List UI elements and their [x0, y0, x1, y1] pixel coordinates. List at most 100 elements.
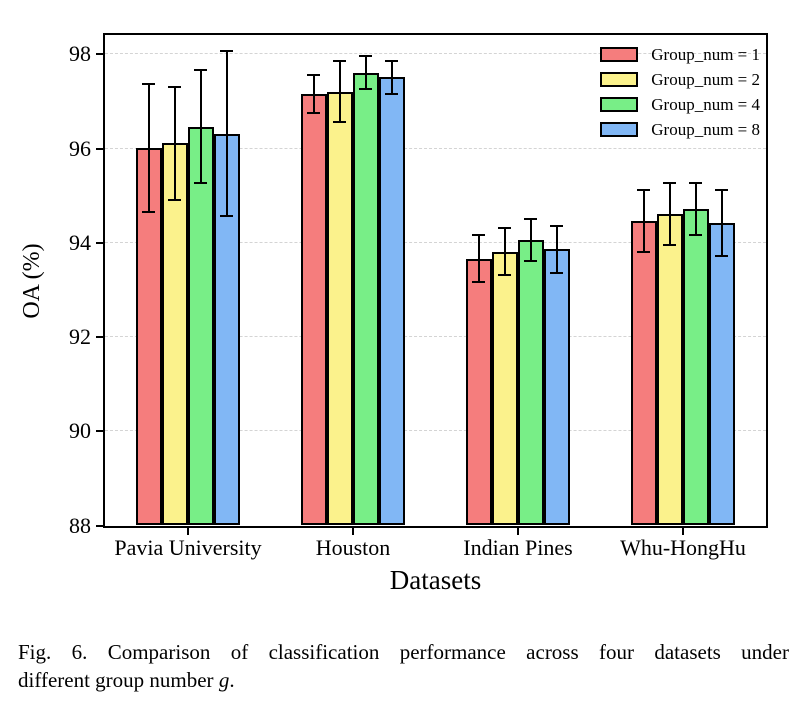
legend-item: Group_num = 1 [600, 42, 760, 67]
bar [378, 77, 405, 525]
error-bar-cap-top [385, 59, 398, 62]
bar [656, 214, 683, 525]
error-bar-cap-top [220, 50, 233, 53]
error-bar-line [147, 84, 150, 212]
gridline [105, 53, 766, 55]
bar [543, 249, 570, 525]
error-bar-cap-bottom [142, 210, 155, 213]
legend-item: Group_num = 4 [600, 92, 760, 117]
error-bar-cap-bottom [307, 111, 320, 114]
error-bar-cap-top [637, 189, 650, 192]
x-axis-title: Datasets [389, 565, 482, 595]
y-tick-label: 90 [69, 418, 91, 444]
error-bar-line [390, 60, 393, 94]
legend-label: Group_num = 8 [651, 120, 760, 139]
bar [491, 251, 518, 525]
error-bar-cap-top [194, 69, 207, 72]
y-tick-label: 88 [69, 512, 91, 538]
bar [187, 126, 214, 525]
legend-swatch [600, 47, 639, 62]
bar [326, 91, 353, 525]
error-bar-cap-bottom [220, 215, 233, 218]
y-axis-tick [96, 524, 103, 527]
legend: Group_num = 1 Group_num = 2 Group_num = 4 G… [600, 42, 760, 142]
error-bar-cap-top [498, 227, 511, 230]
bar [517, 239, 544, 525]
gridline [105, 147, 766, 149]
y-tick-label: 96 [69, 135, 91, 161]
error-bar-cap-top [168, 85, 181, 88]
error-bar-cap-bottom [333, 121, 346, 124]
error-bar-line [173, 86, 176, 200]
legend-label: Group_num = 2 [651, 70, 760, 89]
x-tick-label: Houston [315, 535, 391, 560]
error-bar-line [225, 51, 228, 217]
error-bar-line [503, 228, 506, 276]
y-axis-tick [96, 147, 103, 150]
error-bar-cap-top [333, 59, 346, 62]
error-bar-cap-bottom [385, 92, 398, 95]
error-bar-cap-top [524, 217, 537, 220]
error-bar-line [477, 235, 480, 283]
error-bar-cap-top [307, 74, 320, 77]
error-bar-cap-bottom [689, 234, 702, 237]
error-bar-cap-bottom [637, 250, 650, 253]
error-bar-line [694, 183, 697, 236]
bar [630, 221, 657, 525]
x-axis-tick [352, 528, 354, 535]
error-bar-line [668, 183, 671, 245]
gridline [105, 430, 766, 432]
caption-line-2: different group number g. [18, 667, 789, 695]
bar [300, 93, 327, 525]
y-axis-tick [96, 241, 103, 244]
error-bar-cap-top [689, 182, 702, 185]
y-axis-tick [96, 430, 103, 433]
caption-period: . [229, 667, 235, 692]
plot-area: Group_num = 1 Group_num = 2 Group_num = 4 G… [103, 33, 768, 528]
x-axis-tick [187, 528, 189, 535]
error-bar-cap-bottom [663, 243, 676, 246]
error-bar-cap-bottom [550, 271, 563, 274]
error-bar-line [529, 218, 532, 262]
error-bar-line [642, 190, 645, 252]
error-bar-cap-top [472, 234, 485, 237]
error-bar-line [338, 60, 341, 123]
y-tick-label: 98 [69, 41, 91, 67]
error-bar-cap-top [359, 55, 372, 58]
legend-item: Group_num = 8 [600, 117, 760, 142]
y-axis-tick [96, 336, 103, 339]
legend-swatch [600, 72, 639, 87]
error-bar-cap-top [550, 224, 563, 227]
error-bar-line [199, 70, 202, 184]
error-bar-line [364, 56, 367, 90]
caption-line-1: Fig. 6. Comparison of classification per… [18, 640, 789, 664]
bar [682, 209, 709, 525]
x-axis-tick [682, 528, 684, 535]
legend-swatch [600, 122, 639, 137]
error-bar-line [720, 190, 723, 257]
x-tick-label: Indian Pines [463, 535, 573, 560]
y-tick-label: 92 [69, 324, 91, 350]
figure-caption: Fig. 6. Comparison of classification per… [18, 639, 789, 694]
gridline [105, 336, 766, 338]
error-bar-line [555, 225, 558, 273]
error-bar-cap-top [663, 182, 676, 185]
error-bar-line [312, 75, 315, 113]
error-bar-cap-top [715, 189, 728, 192]
x-tick-label: Whu-HongHu [620, 535, 746, 560]
x-tick-label: Pavia University [114, 535, 262, 560]
error-bar-cap-bottom [359, 88, 372, 91]
legend-swatch [600, 97, 639, 112]
gridline [105, 241, 766, 243]
error-bar-cap-bottom [498, 274, 511, 277]
caption-italic-g: g [218, 667, 230, 692]
bar [135, 148, 162, 525]
bar [161, 143, 188, 525]
legend-item: Group_num = 2 [600, 67, 760, 92]
error-bar-cap-top [142, 83, 155, 86]
y-axis-tick [96, 53, 103, 56]
y-tick-label: 94 [69, 229, 91, 255]
legend-label: Group_num = 1 [651, 45, 760, 64]
error-bar-cap-bottom [194, 182, 207, 185]
